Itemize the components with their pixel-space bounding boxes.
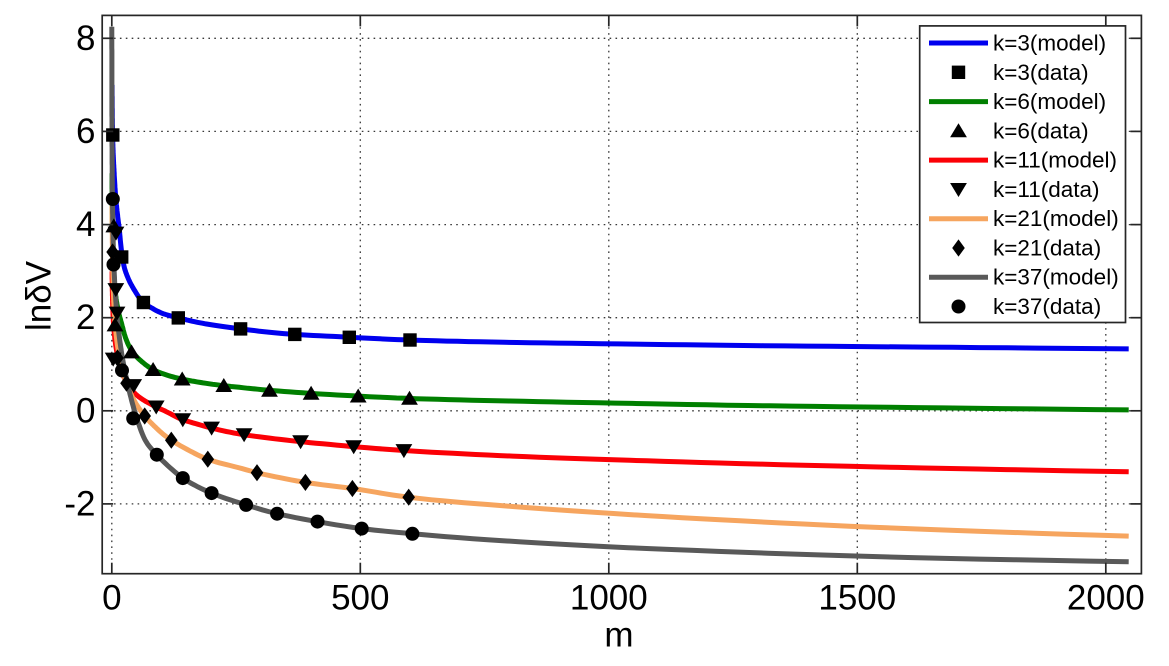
svg-text:-2: -2 <box>64 484 95 523</box>
svg-text:8: 8 <box>76 19 95 58</box>
svg-text:k=3(data): k=3(data) <box>993 60 1089 85</box>
svg-text:k=6(data): k=6(data) <box>993 118 1089 143</box>
svg-text:k=11(data): k=11(data) <box>993 177 1100 202</box>
svg-text:2000: 2000 <box>1067 579 1145 618</box>
svg-text:0: 0 <box>102 579 121 618</box>
svg-text:2: 2 <box>76 298 95 337</box>
svg-text:1000: 1000 <box>570 579 648 618</box>
svg-text:4: 4 <box>76 205 95 244</box>
svg-text:k=21(model): k=21(model) <box>993 206 1119 231</box>
svg-text:k=11(model): k=11(model) <box>993 148 1117 173</box>
svg-text:500: 500 <box>331 579 389 618</box>
svg-text:0: 0 <box>76 391 95 430</box>
svg-text:k=37(data): k=37(data) <box>993 294 1101 319</box>
svg-text:6: 6 <box>76 112 95 151</box>
svg-text:k=37(model): k=37(model) <box>993 265 1119 290</box>
svg-text:k=3(model): k=3(model) <box>993 31 1106 56</box>
svg-text:k=6(model): k=6(model) <box>993 89 1106 114</box>
svg-text:m: m <box>604 615 633 654</box>
svg-text:k=21(data): k=21(data) <box>993 236 1101 261</box>
svg-text:1500: 1500 <box>818 579 896 618</box>
svg-text:lnδV: lnδV <box>20 260 59 331</box>
